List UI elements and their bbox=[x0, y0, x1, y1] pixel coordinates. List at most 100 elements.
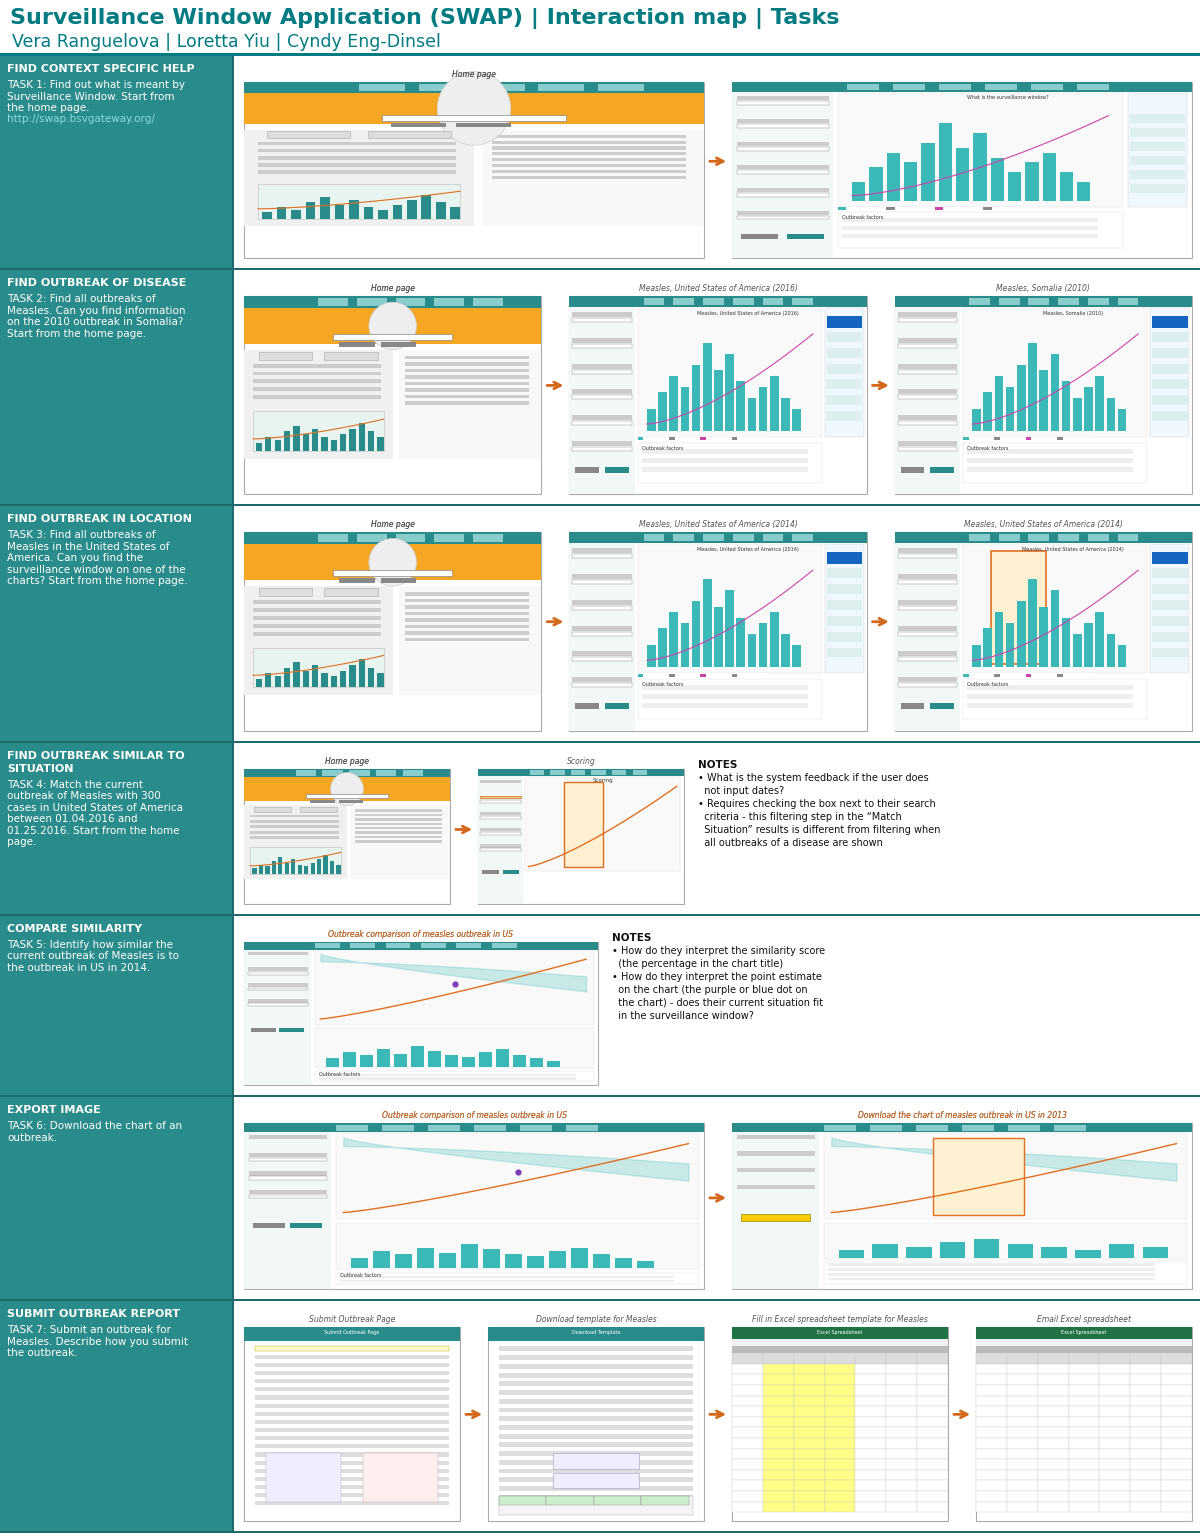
Bar bbox=[701, 673, 706, 676]
Bar bbox=[838, 92, 1123, 207]
Bar bbox=[995, 612, 1003, 667]
Bar bbox=[964, 437, 968, 440]
Bar bbox=[253, 616, 380, 619]
Bar bbox=[898, 632, 958, 636]
Bar bbox=[248, 1171, 326, 1176]
Bar bbox=[258, 149, 456, 152]
Bar bbox=[737, 1151, 815, 1156]
Bar bbox=[355, 831, 442, 834]
Bar bbox=[244, 130, 474, 227]
Bar bbox=[259, 589, 312, 596]
Bar bbox=[637, 679, 822, 719]
Bar bbox=[258, 143, 456, 146]
Bar bbox=[482, 869, 499, 874]
Bar bbox=[703, 297, 724, 305]
Bar bbox=[253, 609, 380, 612]
Bar bbox=[887, 1449, 917, 1459]
Text: outbreak.: outbreak. bbox=[7, 1133, 58, 1142]
Bar bbox=[1142, 1246, 1168, 1257]
Bar bbox=[292, 210, 301, 219]
Bar bbox=[970, 535, 990, 541]
Bar bbox=[887, 1502, 917, 1512]
Bar bbox=[1130, 1354, 1162, 1364]
Bar bbox=[824, 1459, 856, 1470]
Bar bbox=[0, 915, 232, 1098]
Bar bbox=[1162, 1492, 1192, 1502]
Bar bbox=[737, 97, 829, 101]
Bar bbox=[254, 806, 292, 812]
Bar bbox=[359, 423, 365, 451]
Bar bbox=[898, 313, 958, 317]
Bar bbox=[995, 673, 1000, 676]
Text: TASK 3: Find all outbreaks of: TASK 3: Find all outbreaks of bbox=[7, 530, 156, 541]
Text: 01.25.2016. Start from the home: 01.25.2016. Start from the home bbox=[7, 826, 180, 835]
Bar bbox=[1039, 371, 1048, 431]
Bar bbox=[244, 350, 392, 458]
Text: Measles. Can you find information: Measles. Can you find information bbox=[7, 305, 186, 316]
Bar bbox=[0, 504, 1200, 506]
Bar bbox=[1038, 1354, 1068, 1364]
Text: on the chart (the purple or blue dot on: on the chart (the purple or blue dot on bbox=[612, 984, 808, 995]
Bar bbox=[732, 1492, 763, 1502]
Bar bbox=[827, 616, 863, 625]
Bar bbox=[637, 308, 822, 437]
Bar bbox=[265, 673, 271, 687]
Bar bbox=[479, 1052, 492, 1067]
Bar bbox=[312, 429, 318, 451]
Bar bbox=[964, 544, 1147, 673]
Bar bbox=[492, 943, 516, 947]
Bar bbox=[827, 363, 863, 374]
Bar bbox=[898, 579, 958, 584]
Bar bbox=[984, 629, 992, 667]
Bar bbox=[254, 1461, 449, 1464]
Bar bbox=[732, 1416, 763, 1427]
Circle shape bbox=[368, 538, 416, 586]
Bar bbox=[456, 123, 511, 127]
Bar bbox=[404, 612, 529, 615]
Text: America. Can you find the: America. Can you find the bbox=[7, 553, 143, 564]
Bar bbox=[572, 678, 631, 682]
Bar bbox=[572, 632, 631, 636]
Bar bbox=[499, 1495, 694, 1499]
Bar bbox=[360, 1055, 373, 1067]
Bar bbox=[382, 1125, 414, 1131]
Bar bbox=[637, 437, 643, 440]
Bar bbox=[1051, 590, 1060, 667]
Bar bbox=[748, 397, 756, 431]
Bar bbox=[253, 624, 380, 627]
Bar bbox=[311, 863, 314, 874]
Text: the chart) - does their current situation fit: the chart) - does their current situatio… bbox=[612, 998, 823, 1007]
Bar bbox=[995, 437, 1000, 440]
Bar bbox=[320, 198, 330, 219]
Bar bbox=[637, 673, 767, 678]
Circle shape bbox=[368, 302, 416, 350]
Bar bbox=[732, 1449, 763, 1459]
Bar bbox=[917, 1481, 948, 1492]
Bar bbox=[967, 449, 1133, 454]
Bar bbox=[256, 443, 262, 451]
Bar bbox=[394, 1053, 407, 1067]
Bar bbox=[737, 166, 829, 169]
Bar bbox=[254, 1355, 449, 1358]
Bar bbox=[1152, 616, 1188, 625]
Text: Situation” results is different from filtering when: Situation” results is different from fil… bbox=[698, 825, 941, 835]
Bar bbox=[482, 1249, 500, 1268]
Bar bbox=[917, 1364, 948, 1375]
Bar bbox=[1084, 386, 1093, 431]
Bar bbox=[732, 1346, 948, 1354]
Bar bbox=[940, 84, 971, 90]
Bar bbox=[714, 607, 722, 667]
Bar bbox=[998, 535, 1020, 541]
Bar bbox=[976, 1386, 1007, 1395]
Text: Measles, United States of America (2014): Measles, United States of America (2014) bbox=[697, 547, 799, 552]
Bar bbox=[258, 184, 461, 219]
Bar bbox=[499, 1443, 694, 1447]
Bar bbox=[917, 1449, 948, 1459]
Bar bbox=[680, 386, 689, 431]
Text: current outbreak of Measles is to: current outbreak of Measles is to bbox=[7, 950, 179, 961]
Bar bbox=[368, 431, 374, 451]
Bar bbox=[1162, 1449, 1192, 1459]
Bar bbox=[1038, 1438, 1068, 1449]
Bar bbox=[1099, 1395, 1130, 1406]
Bar bbox=[499, 1416, 694, 1421]
